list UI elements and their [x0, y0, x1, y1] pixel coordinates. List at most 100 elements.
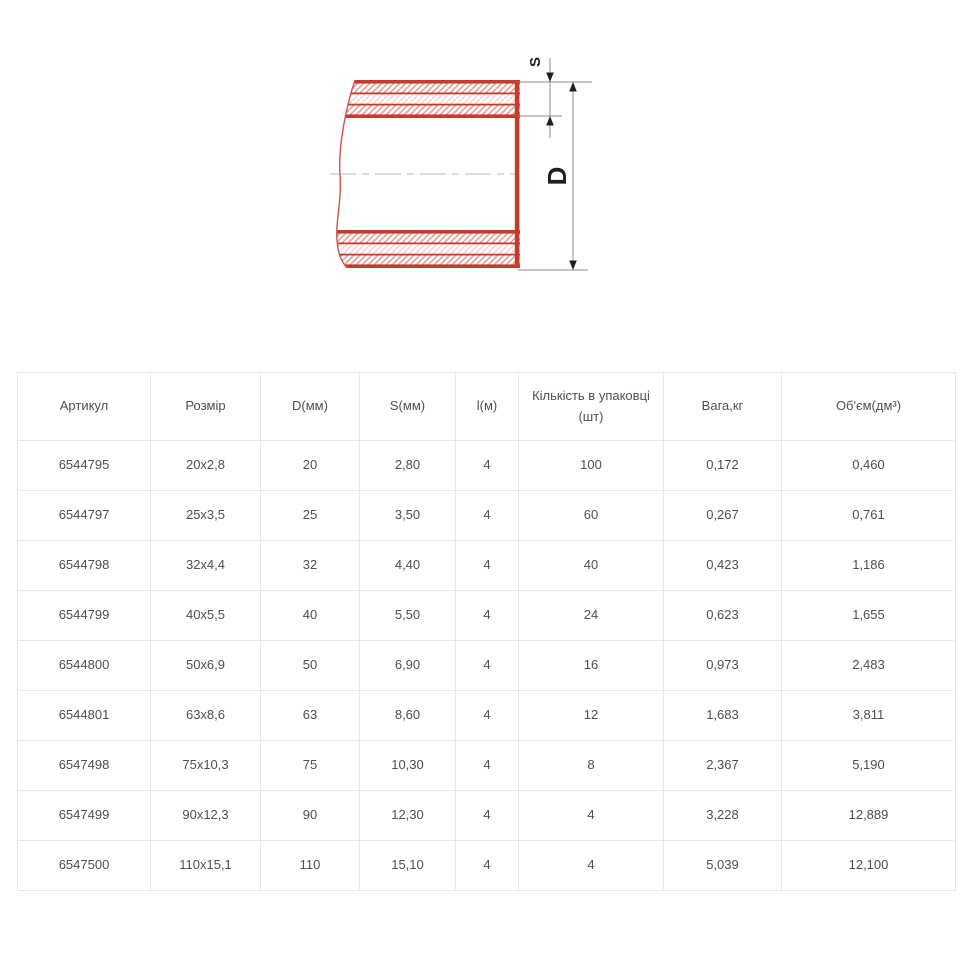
pipe-body: [336, 80, 520, 268]
cell-volume: 12,889: [781, 790, 956, 841]
table-header-row: Артикул Розмір D(мм) S(мм) l(м) Кількіст…: [17, 372, 956, 441]
cell-weight: 0,267: [663, 490, 782, 541]
cell-d: 63: [260, 690, 360, 741]
cell-weight: 0,172: [663, 440, 782, 491]
column-header-quantity: Кількість в упаковці (шт): [518, 372, 664, 441]
cell-l: 4: [455, 790, 519, 841]
cell-quantity: 16: [518, 640, 664, 691]
cell-s: 4,40: [359, 540, 456, 591]
table-row: 6547500 110x15,1 110 15,10 4 4 5,039 12,…: [17, 840, 956, 891]
cell-s: 5,50: [359, 590, 456, 641]
cell-d: 90: [260, 790, 360, 841]
cell-weight: 1,683: [663, 690, 782, 741]
arrow-down-icon: [569, 260, 577, 270]
cell-s: 3,50: [359, 490, 456, 541]
pipe-diagram-svg: S D: [330, 57, 592, 271]
cell-d: 40: [260, 590, 360, 641]
cell-quantity: 100: [518, 440, 664, 491]
cell-size: 40x5,5: [150, 590, 261, 641]
cell-l: 4: [455, 490, 519, 541]
cell-article: 6544801: [17, 690, 151, 741]
cell-size: 63x8,6: [150, 690, 261, 741]
cell-weight: 0,973: [663, 640, 782, 691]
cell-size: 20x2,8: [150, 440, 261, 491]
cell-weight: 0,423: [663, 540, 782, 591]
column-header-article: Артикул: [17, 372, 151, 441]
cell-l: 4: [455, 540, 519, 591]
cell-s: 10,30: [359, 740, 456, 791]
cell-quantity: 24: [518, 590, 664, 641]
table-row: 6544799 40x5,5 40 5,50 4 24 0,623 1,655: [17, 590, 956, 641]
cell-article: 6544799: [17, 590, 151, 641]
cell-quantity: 4: [518, 840, 664, 891]
cell-size: 25x3,5: [150, 490, 261, 541]
table-row: 6547499 90x12,3 90 12,30 4 4 3,228 12,88…: [17, 790, 956, 841]
cell-d: 110: [260, 840, 360, 891]
cell-article: 6547498: [17, 740, 151, 791]
cell-volume: 1,655: [781, 590, 956, 641]
cell-s: 6,90: [359, 640, 456, 691]
cell-quantity: 12: [518, 690, 664, 741]
column-header-weight: Вага,кг: [663, 372, 782, 441]
cell-article: 6544798: [17, 540, 151, 591]
table-row: 6547498 75x10,3 75 10,30 4 8 2,367 5,190: [17, 740, 956, 791]
cell-d: 25: [260, 490, 360, 541]
cell-weight: 0,623: [663, 590, 782, 641]
cell-d: 75: [260, 740, 360, 791]
extension-lines: [518, 81, 592, 271]
cell-volume: 2,483: [781, 640, 956, 691]
cell-volume: 1,186: [781, 540, 956, 591]
pipe-end-edge: [514, 80, 520, 268]
cell-volume: 5,190: [781, 740, 956, 791]
cell-volume: 12,100: [781, 840, 956, 891]
cell-quantity: 8: [518, 740, 664, 791]
cell-l: 4: [455, 640, 519, 691]
cell-size: 75x10,3: [150, 740, 261, 791]
cell-l: 4: [455, 590, 519, 641]
table-row: 6544800 50x6,9 50 6,90 4 16 0,973 2,483: [17, 640, 956, 691]
spec-table: Артикул Розмір D(мм) S(мм) l(м) Кількіст…: [17, 372, 956, 891]
table-row: 6544801 63x8,6 63 8,60 4 12 1,683 3,811: [17, 690, 956, 741]
cell-weight: 2,367: [663, 740, 782, 791]
cell-article: 6544800: [17, 640, 151, 691]
table-row: 6544798 32x4,4 32 4,40 4 40 0,423 1,186: [17, 540, 956, 591]
cell-s: 15,10: [359, 840, 456, 891]
cell-volume: 0,761: [781, 490, 956, 541]
column-header-d: D(мм): [260, 372, 360, 441]
cell-volume: 0,460: [781, 440, 956, 491]
cell-l: 4: [455, 690, 519, 741]
pipe-cross-section-diagram: S D: [330, 45, 600, 285]
dimension-d: D: [542, 82, 577, 270]
cell-quantity: 60: [518, 490, 664, 541]
arrow-up-icon: [546, 116, 554, 126]
cell-d: 32: [260, 540, 360, 591]
column-header-l: l(м): [455, 372, 519, 441]
arrow-down-icon: [546, 72, 554, 82]
column-header-volume: Об'єм(дм³): [781, 372, 956, 441]
table-row: 6544795 20x2,8 20 2,80 4 100 0,172 0,460: [17, 440, 956, 491]
arrow-up-icon: [569, 82, 577, 92]
cell-size: 110x15,1: [150, 840, 261, 891]
cell-article: 6547499: [17, 790, 151, 841]
dim-label-d: D: [542, 167, 572, 186]
cell-volume: 3,811: [781, 690, 956, 741]
cell-quantity: 40: [518, 540, 664, 591]
pipe-break-line: [335, 79, 356, 269]
cell-s: 2,80: [359, 440, 456, 491]
dimension-s: S: [527, 57, 554, 138]
cell-s: 8,60: [359, 690, 456, 741]
spec-table-container: Артикул Розмір D(мм) S(мм) l(м) Кількіст…: [17, 372, 956, 891]
cell-article: 6544797: [17, 490, 151, 541]
cell-article: 6544795: [17, 440, 151, 491]
cell-d: 20: [260, 440, 360, 491]
dim-label-s: S: [527, 57, 544, 67]
cell-quantity: 4: [518, 790, 664, 841]
cell-l: 4: [455, 840, 519, 891]
cell-l: 4: [455, 740, 519, 791]
cell-weight: 5,039: [663, 840, 782, 891]
cell-l: 4: [455, 440, 519, 491]
cell-weight: 3,228: [663, 790, 782, 841]
column-header-s: S(мм): [359, 372, 456, 441]
table-row: 6544797 25x3,5 25 3,50 4 60 0,267 0,761: [17, 490, 956, 541]
cell-size: 50x6,9: [150, 640, 261, 691]
